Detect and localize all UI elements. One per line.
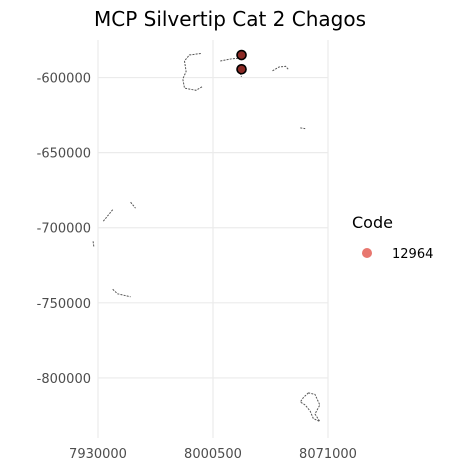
y-tick-label-1: -650000: [37, 147, 91, 162]
y-axis-tick-labels: -600000 -650000 -700000 -750000 -800000: [37, 72, 91, 387]
coastline-outlines: [92, 53, 322, 423]
legend-entry-label: 12964: [392, 247, 433, 262]
x-tick-label-2: 8071000: [299, 447, 357, 462]
coastline-3: [272, 65, 290, 72]
coastline-7: [92, 241, 95, 248]
grid-lines: [97, 40, 329, 438]
y-tick-label-2: -700000: [37, 222, 91, 237]
coastline-4: [300, 127, 306, 130]
y-tick-label-4: -800000: [37, 372, 91, 387]
y-tick-label-0: -600000: [37, 72, 91, 87]
chart-title: MCP Silvertip Cat 2 Chagos: [94, 7, 366, 31]
coastline-1: [220, 57, 242, 62]
x-tick-label-0: 7930000: [69, 447, 127, 462]
y-tick-label-3: -750000: [37, 297, 91, 312]
coastline-6: [130, 201, 136, 209]
legend-title: Code: [352, 213, 393, 232]
coastline-9: [299, 392, 322, 423]
coastline-8: [112, 288, 131, 298]
x-axis-tick-labels: 7930000 8000500 8071000: [69, 447, 357, 462]
legend: Code 12964: [352, 213, 433, 262]
legend-swatch: [362, 248, 372, 258]
coastline-0: [182, 53, 203, 91]
coastline-5: [102, 209, 114, 223]
x-tick-label-1: 8000500: [184, 447, 242, 462]
data-point-0-1: [236, 63, 247, 75]
data-point-0-0: [236, 49, 247, 61]
data-points: [236, 49, 247, 75]
